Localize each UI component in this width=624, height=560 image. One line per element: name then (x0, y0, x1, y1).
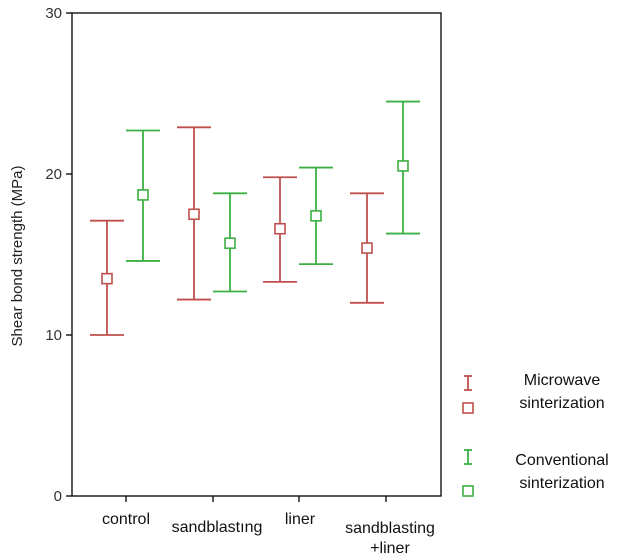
legend-label: sinterization (519, 395, 604, 412)
x-category-label: control (102, 511, 150, 528)
y-tick-label: 30 (45, 5, 62, 22)
legend-label: Conventional (515, 452, 608, 469)
mean-marker (310, 210, 322, 222)
y-tick-label: 20 (45, 166, 62, 183)
x-category-label: sandblasting (345, 520, 435, 537)
legend-marker-symbol (462, 402, 474, 414)
mean-marker (101, 272, 113, 285)
mean-marker (224, 237, 236, 250)
legend-label: Microwave (524, 372, 601, 389)
x-category-label: sandblastıng (172, 519, 263, 536)
plot-area: 0 10 20 30 control sandblastıng liner sandblast… (45, 5, 442, 557)
legend: Microwave sinterization Conventional sinter… (462, 372, 609, 497)
mean-marker (274, 222, 286, 235)
plot-frame (71, 12, 442, 497)
y-tick-label: 10 (45, 327, 62, 344)
mean-marker (397, 160, 409, 172)
y-tick-label: 0 (54, 488, 62, 505)
mean-marker (188, 208, 200, 221)
x-category-label: +liner (370, 540, 410, 557)
legend-label: sinterization (519, 475, 604, 492)
x-category-label: liner (285, 511, 316, 528)
legend-marker-symbol (462, 485, 474, 497)
mean-marker (137, 189, 149, 201)
y-axis-title: Shear bond strength (MPa) (9, 166, 26, 347)
mean-marker (361, 242, 373, 254)
